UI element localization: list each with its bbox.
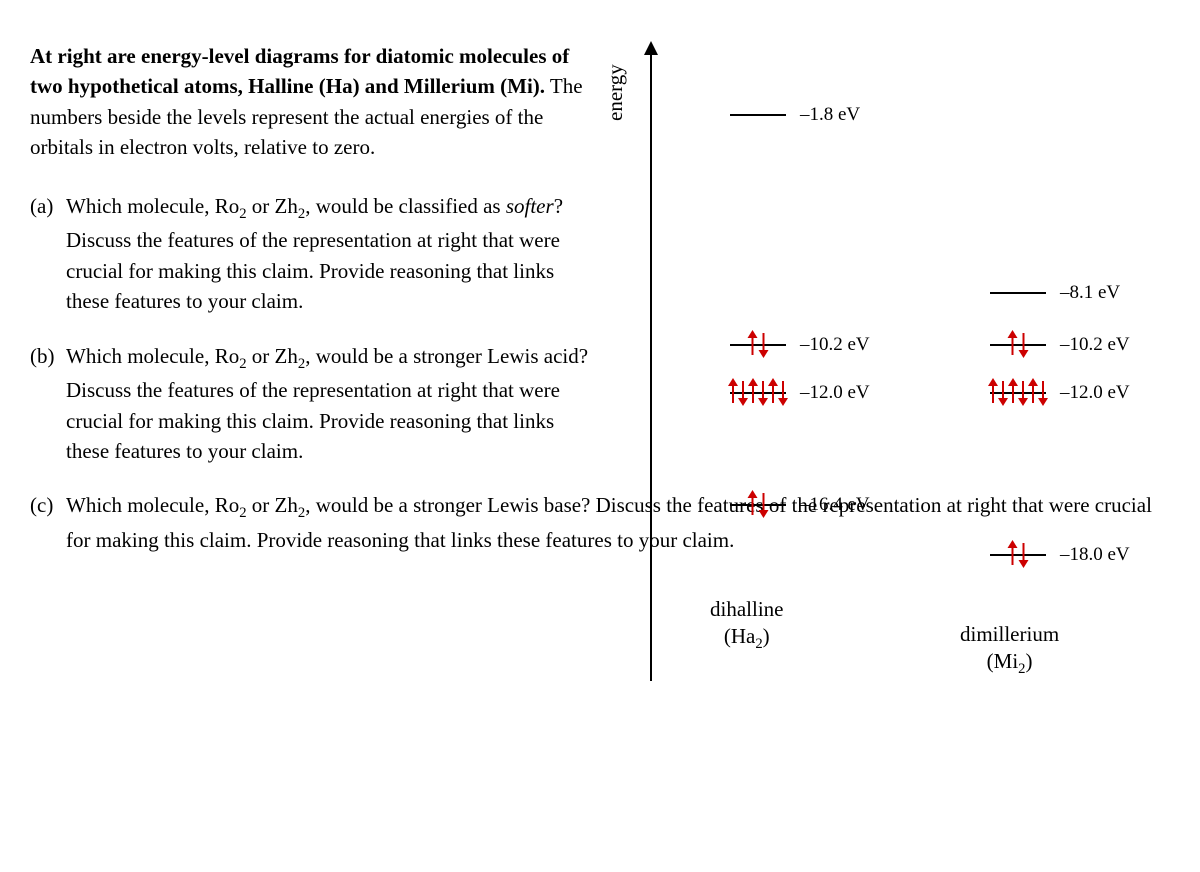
level-line (990, 344, 1046, 346)
level-line (990, 392, 1046, 394)
electron-pair (1008, 540, 1029, 568)
electron-down-icon (1038, 378, 1048, 406)
qc-sub1: 2 (239, 506, 246, 522)
level-energy-label: –12.0 eV (1060, 379, 1130, 407)
qa-italic: softer (506, 194, 554, 218)
qc-pre: Which molecule, Ro (66, 493, 239, 517)
question-list: (a) Which molecule, Ro2 or Zh2, would be… (30, 191, 590, 467)
qc-mid: or Zh (247, 493, 298, 517)
electron-down-icon (1019, 540, 1029, 568)
level-line (990, 292, 1046, 294)
level-energy-label: –8.1 eV (1060, 279, 1120, 307)
text-column: At right are energy-level diagrams for d… (30, 41, 590, 466)
intro-paragraph: At right are energy-level diagrams for d… (30, 41, 590, 163)
level-energy-label: –10.2 eV (800, 331, 870, 359)
level-line (730, 344, 786, 346)
electron-down-icon (998, 378, 1008, 406)
energy-level: –12.0 eV (990, 379, 1130, 407)
electron-quad (728, 378, 788, 406)
level-energy-label: –12.0 eV (800, 379, 870, 407)
energy-axis-line (650, 49, 652, 681)
electron-up-icon (748, 330, 758, 358)
energy-level: –10.2 eV (730, 331, 870, 359)
electron-down-icon (1019, 330, 1029, 358)
intro-bold: At right are energy-level diagrams for d… (30, 44, 569, 98)
mol-name: dihalline (710, 597, 783, 621)
energy-level: –8.1 eV (990, 279, 1120, 307)
energy-level: –18.0 eV (990, 541, 1130, 569)
energy-level: –16.4 eV (730, 491, 870, 519)
level-energy-label: –16.4 eV (800, 491, 870, 519)
question-a-label: (a) (30, 191, 66, 317)
electron-down-icon (758, 378, 768, 406)
energy-level: –12.0 eV (730, 379, 870, 407)
energy-diagram: energy –1.8 eV–10.2 eV–12.0 eV–16.4 eV–8… (610, 41, 1200, 681)
molecule-label-mi: dimillerium (Mi2) (960, 621, 1059, 680)
mol-formula: (Ha2) (724, 624, 770, 648)
electron-down-icon (759, 490, 769, 518)
electron-pair (1008, 330, 1029, 358)
electron-quad (988, 378, 1048, 406)
question-b-body: Which molecule, Ro2 or Zh2, would be a s… (66, 341, 590, 467)
level-line (730, 504, 786, 506)
level-energy-label: –10.2 eV (1060, 331, 1130, 359)
qa-post: , would be classified as (305, 194, 506, 218)
mol-name: dimillerium (960, 622, 1059, 646)
page: At right are energy-level diagrams for d… (30, 41, 1170, 555)
level-energy-label: –1.8 eV (800, 101, 860, 129)
electron-down-icon (1018, 378, 1028, 406)
question-b: (b) Which molecule, Ro2 or Zh2, would be… (30, 341, 590, 467)
level-line (730, 114, 786, 116)
electron-pair (748, 330, 769, 358)
qb-mid: or Zh (247, 344, 298, 368)
energy-level: –10.2 eV (990, 331, 1130, 359)
qa-pre: Which molecule, Ro (66, 194, 239, 218)
qa-mid: or Zh (247, 194, 298, 218)
mol-formula: (Mi2) (987, 649, 1033, 673)
electron-up-icon (748, 490, 758, 518)
level-line (730, 392, 786, 394)
molecule-label-ha: dihalline (Ha2) (710, 596, 783, 655)
energy-level: –1.8 eV (730, 101, 860, 129)
qa-sub1: 2 (239, 206, 246, 222)
electron-up-icon (768, 378, 778, 406)
electron-up-icon (748, 378, 758, 406)
question-b-label: (b) (30, 341, 66, 467)
question-a-body: Which molecule, Ro2 or Zh2, would be cla… (66, 191, 590, 317)
qb-pre: Which molecule, Ro (66, 344, 239, 368)
electron-up-icon (1008, 330, 1018, 358)
energy-axis-arrowhead (644, 41, 658, 55)
electron-up-icon (1008, 540, 1018, 568)
electron-up-icon (1008, 378, 1018, 406)
level-line (990, 554, 1046, 556)
electron-up-icon (988, 378, 998, 406)
electron-up-icon (728, 378, 738, 406)
energy-axis-label: energy (600, 64, 630, 121)
electron-down-icon (738, 378, 748, 406)
level-energy-label: –18.0 eV (1060, 541, 1130, 569)
qb-sub1: 2 (239, 356, 246, 372)
electron-down-icon (759, 330, 769, 358)
electron-down-icon (778, 378, 788, 406)
question-c-label: (c) (30, 490, 66, 555)
electron-pair (748, 490, 769, 518)
question-a: (a) Which molecule, Ro2 or Zh2, would be… (30, 191, 590, 317)
electron-up-icon (1028, 378, 1038, 406)
